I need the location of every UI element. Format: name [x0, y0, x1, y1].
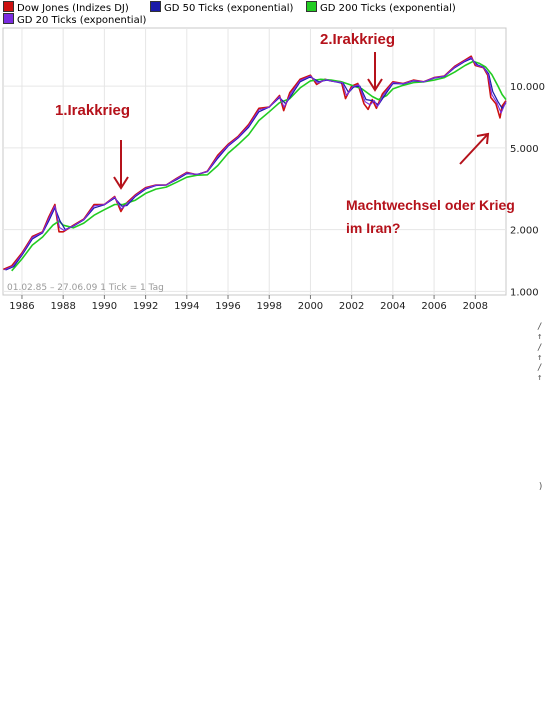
- legend-label-dow-jones: Dow Jones (Indizes DJ): [17, 3, 129, 14]
- annotation-irakkrieg-2: 2.Irakkrieg: [320, 31, 395, 48]
- legend-label-gd20: GD 20 Ticks (exponential): [17, 15, 147, 26]
- chart-legend: Dow Jones (Indizes DJ) GD 50 Ticks (expo…: [0, 0, 545, 26]
- tick-label-x: 2006: [421, 301, 446, 312]
- series-line-1: [11, 60, 507, 272]
- tick-label-x: 2008: [463, 301, 488, 312]
- series-layer: [3, 55, 507, 272]
- tick-label-x: 1998: [257, 301, 282, 312]
- tick-label-x: 1996: [215, 301, 240, 312]
- legend-swatch-dow-jones: [3, 1, 14, 12]
- period-label: 01.02.85 – 27.06.09 1 Tick = 1 Tag: [7, 283, 164, 293]
- stray-glyph-3: /↑: [537, 363, 543, 383]
- legend-item-gd200: GD 200 Ticks (exponential): [306, 1, 456, 15]
- annotation-iran-line-1: Machtwechsel oder Krieg: [346, 197, 515, 213]
- tick-label-x: 1992: [133, 301, 158, 312]
- tick-label-y: 2.000: [510, 226, 539, 237]
- tick-label-x: 2004: [380, 301, 405, 312]
- annotation-irakkrieg-1: 1.Irakkrieg: [55, 102, 130, 119]
- tick-label-y: 5.000: [510, 144, 539, 155]
- legend-item-dow-jones: Dow Jones (Indizes DJ): [3, 1, 129, 15]
- grid-lines: [3, 28, 506, 295]
- arrow-1-irakkrieg: [113, 140, 129, 190]
- plot-area: [2, 27, 507, 296]
- tick-label-x: 2000: [298, 301, 323, 312]
- arrow-iran: [459, 132, 490, 165]
- legend-swatch-gd20: [3, 13, 14, 24]
- tick-label-x: 1990: [92, 301, 117, 312]
- stray-glyph-1: /↑: [537, 322, 543, 342]
- tick-label-x: 2002: [339, 301, 364, 312]
- legend-label-gd50: GD 50 Ticks (exponential): [164, 3, 294, 14]
- legend-item-gd50: GD 50 Ticks (exponential): [150, 1, 293, 15]
- annotation-iran-line-2: im Iran?: [346, 220, 400, 236]
- tick-label-x: 1994: [174, 301, 199, 312]
- axis-ticks: 1986 1988 1990 1992 1994 1996 1998 2000 2002 2004…: [9, 82, 545, 312]
- arrow-2-irakkrieg: [367, 52, 383, 92]
- legend-item-gd20: GD 20 Ticks (exponential): [3, 13, 146, 27]
- tick-label-x: 1988: [50, 301, 75, 312]
- tick-label-y: 1.000: [510, 287, 539, 298]
- tick-label-x: 1986: [9, 301, 34, 312]
- stray-glyph-2: /↑: [537, 343, 543, 363]
- legend-label-gd200: GD 200 Ticks (exponential): [320, 3, 456, 14]
- stray-glyph-4: ): [538, 482, 544, 492]
- series-line-3: [4, 56, 507, 271]
- legend-swatch-gd50: [150, 1, 161, 12]
- tick-label-y: 10.000: [510, 82, 545, 93]
- legend-swatch-gd200: [306, 1, 317, 12]
